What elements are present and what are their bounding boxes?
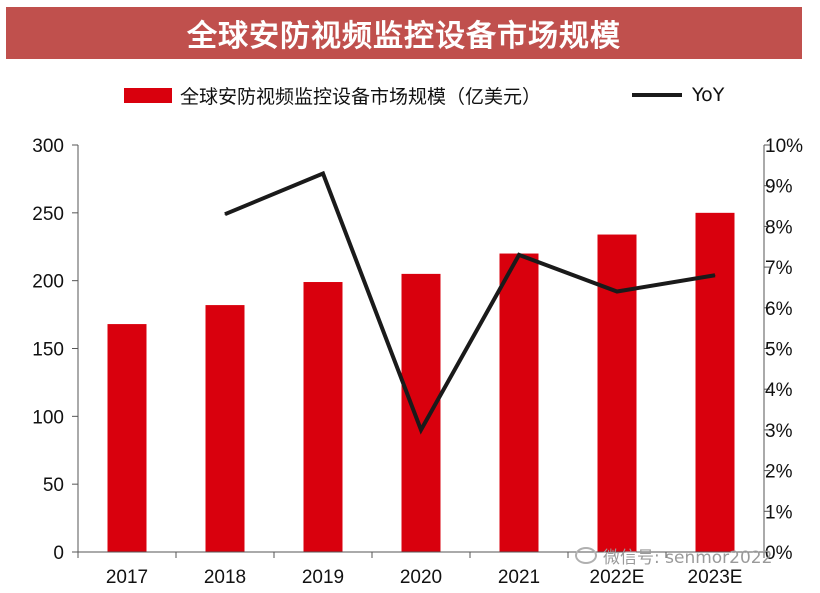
y-tick-label-left: 250 [32, 204, 64, 225]
yoy-point-2023E [714, 274, 716, 276]
legend-swatch-bar [124, 87, 172, 103]
bar-2022E [597, 234, 637, 553]
y-tick-label-left: 200 [32, 272, 64, 293]
bar-2021 [499, 253, 539, 553]
y-tick-label-right: 1% [765, 502, 793, 523]
y-tick-label-right: 3% [765, 421, 793, 442]
yoy-point-2021 [518, 254, 520, 256]
yoy-point-2018 [224, 213, 226, 215]
x-tick-label-2019: 2019 [302, 567, 344, 588]
y-tick-label-right: 6% [765, 299, 793, 320]
x-tick-label-2018: 2018 [204, 567, 246, 588]
x-tick-label-2017: 2017 [106, 567, 148, 588]
y-tick-label-left: 100 [32, 407, 64, 428]
y-tick-label-left: 0 [53, 543, 64, 564]
y-tick-label-right: 0% [765, 543, 793, 564]
y-tick-label-right: 8% [765, 217, 793, 238]
y-tick-label-right: 2% [765, 462, 793, 483]
yoy-line [224, 170, 716, 435]
watermark-text: 微信号: senmor2022 [603, 548, 773, 568]
x-tick-label-2020: 2020 [400, 567, 442, 588]
y-tick-label-right: 9% [765, 177, 793, 198]
watermark: 微信号: senmor2022 [575, 543, 772, 568]
y-tick-label-left: 50 [43, 475, 64, 496]
bar-2020 [401, 273, 441, 552]
yoy-point-2020 [420, 429, 422, 431]
yoy-point-2019 [322, 172, 324, 174]
chart-title: 全球安防视频监控设备市场规模 [6, 7, 802, 59]
y-tick-label-right: 10% [765, 136, 803, 157]
x-tick-label-2023E: 2023E [688, 567, 743, 588]
bar-2018 [205, 305, 245, 552]
y-tick-label-left: 150 [32, 340, 64, 361]
wechat-icon [575, 547, 597, 564]
bar-2017 [107, 324, 147, 552]
legend-label-line: YoY [692, 84, 725, 106]
x-tick-label-2021: 2021 [498, 567, 540, 588]
bar-2019 [303, 282, 343, 552]
x-tick-label-2022E: 2022E [590, 567, 645, 588]
legend-item-line: YoY [632, 80, 724, 110]
yoy-point-2022E [616, 291, 618, 293]
y-tick-label-right: 7% [765, 258, 793, 279]
legend-label-bar: 全球安防视频监控设备市场规模（亿美元） [180, 85, 542, 108]
legend-swatch-line [632, 93, 682, 97]
legend: 全球安防视频监控设备市场规模（亿美元） YoY [0, 80, 820, 110]
bar-2023E [695, 212, 735, 553]
legend-item-bar: 全球安防视频监控设备市场规模（亿美元） [124, 80, 541, 110]
y-tick-label-right: 5% [765, 340, 793, 361]
y-tick-label-left: 300 [32, 136, 64, 157]
y-tick-label-right: 4% [765, 380, 793, 401]
